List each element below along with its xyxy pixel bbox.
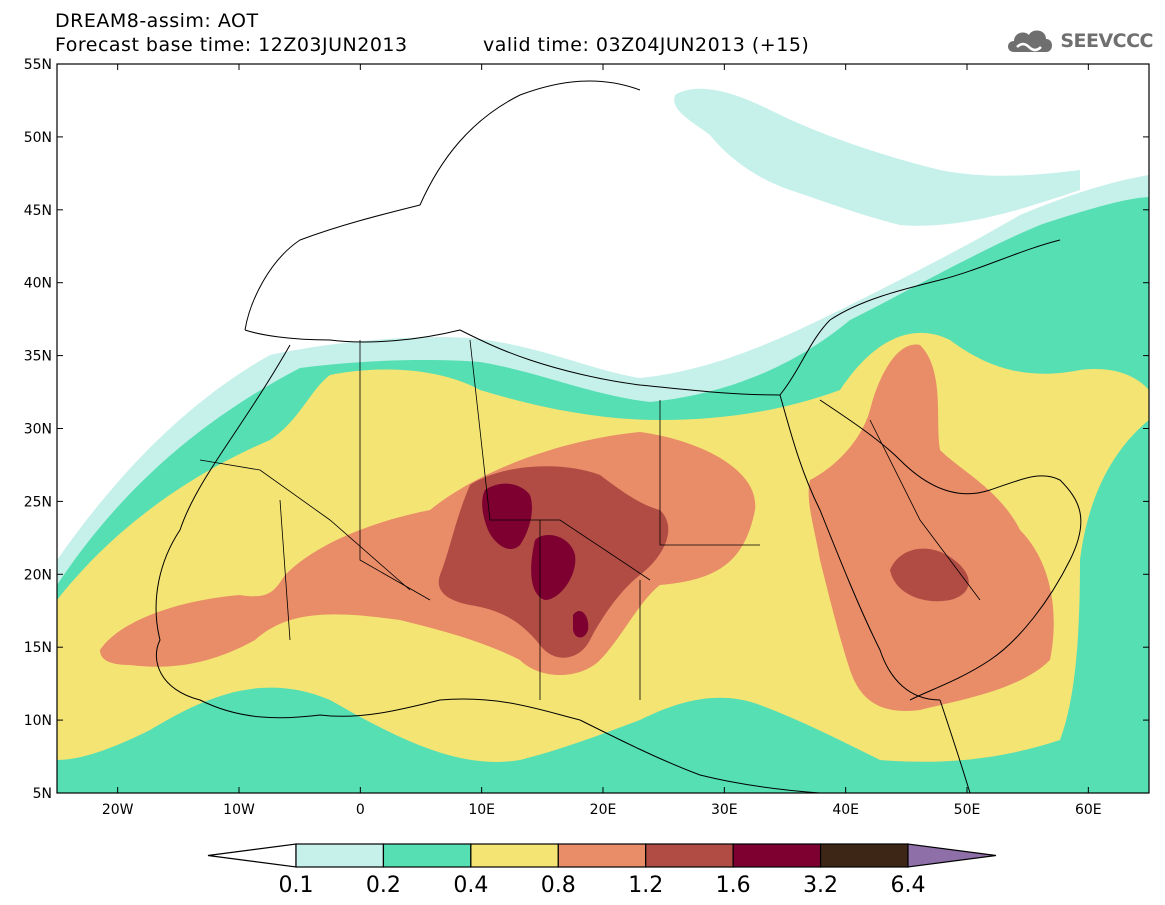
y-tick-label: 35N xyxy=(24,349,52,365)
y-tick-label: 45N xyxy=(24,203,52,219)
colorbar-segment xyxy=(470,843,559,868)
aot-band-1.6-b xyxy=(531,535,576,600)
x-tick-label: 40E xyxy=(832,802,859,818)
colorbar-segment xyxy=(557,843,647,868)
coastlines xyxy=(155,80,1082,793)
colorbar-level-label: 1.6 xyxy=(715,873,751,898)
colorbar-segment xyxy=(295,843,385,868)
x-tick-label: 0 xyxy=(356,802,365,818)
aot-band-0.8-arabia xyxy=(808,344,1054,711)
aot-band-0.1-north xyxy=(674,88,1080,226)
forecast-base-time: Forecast base time: 12Z03JUN2013 xyxy=(55,34,408,56)
colorbar-level-label: 0.1 xyxy=(278,873,314,898)
x-tick-label: 20E xyxy=(590,802,617,818)
colorbar-segment xyxy=(819,843,909,868)
y-tick-label: 50N xyxy=(24,130,52,146)
logo-text: SEEVCCC xyxy=(1060,30,1153,52)
colorbar-level-label: 0.2 xyxy=(365,873,401,898)
x-tick-label: 30E xyxy=(711,802,738,818)
colorbar-high-triangle xyxy=(907,843,997,868)
colorbar-level-label: 1.2 xyxy=(628,873,664,898)
y-tick-label: 20N xyxy=(24,567,52,583)
y-tick-label: 30N xyxy=(24,422,52,438)
valid-time: valid time: 03Z04JUN2013 (+15) xyxy=(483,34,810,56)
y-tick-label: 5N xyxy=(33,786,52,802)
aot-band-1.2-arabia xyxy=(890,548,969,602)
map-title: DREAM8-assim: AOT xyxy=(55,10,259,32)
y-tick-label: 15N xyxy=(24,640,52,656)
y-tick-label: 40N xyxy=(24,276,52,292)
colorbar xyxy=(207,843,997,868)
x-tick-label: 20W xyxy=(102,802,134,818)
x-tick-label: 10E xyxy=(468,802,495,818)
cloud-icon xyxy=(1008,30,1053,52)
x-tick-label: 50E xyxy=(954,802,981,818)
x-tick-label: 60E xyxy=(1075,802,1102,818)
y-tick-label: 55N xyxy=(24,57,52,73)
seevccc-logo: SEEVCCC xyxy=(1004,26,1153,56)
aot-contours xyxy=(57,88,1149,793)
aot-band-1.6 xyxy=(482,483,532,550)
colorbar-level-label: 6.4 xyxy=(890,873,926,898)
colorbar-level-label: 0.8 xyxy=(540,873,576,898)
country-borders xyxy=(199,339,981,700)
forecast-times: Forecast base time: 12Z03JUN2013 valid ti… xyxy=(55,34,809,56)
y-tick-label: 25N xyxy=(24,494,52,510)
axis-ticks: 20W 10W 0 10E 20E 30E 40E 50E 60E 5N 10N 15N 20N 25N 3… xyxy=(24,57,1149,818)
colorbar-segment xyxy=(732,843,822,868)
colorbar-segment xyxy=(645,843,734,868)
y-tick-label: 10N xyxy=(24,713,52,729)
colorbar-low-triangle xyxy=(207,843,297,868)
colorbar-level-label: 0.4 xyxy=(453,873,489,898)
x-tick-label: 10W xyxy=(223,802,255,818)
colorbar-segment xyxy=(382,843,472,868)
colorbar-level-label: 3.2 xyxy=(803,873,839,898)
aot-band-1.6-c xyxy=(573,610,589,638)
